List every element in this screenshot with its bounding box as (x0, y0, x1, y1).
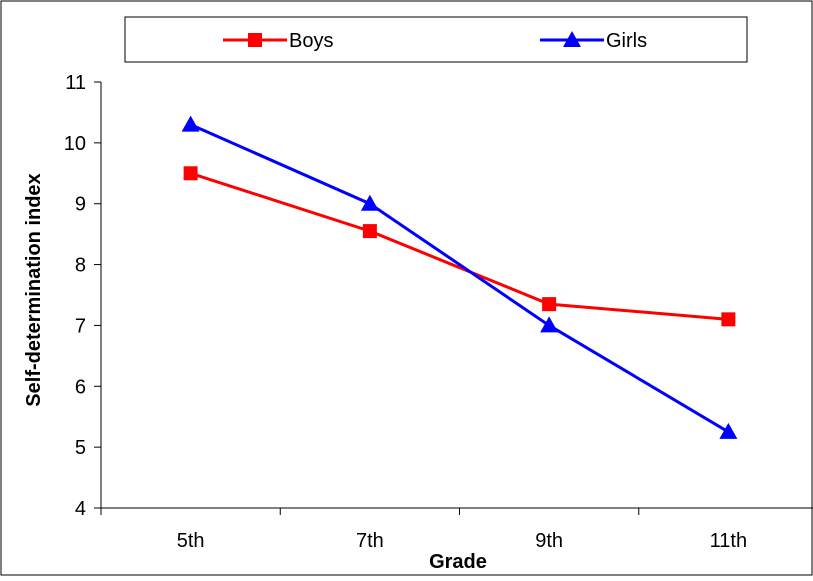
data-point-girls (360, 194, 379, 211)
y-tick-label: 4 (75, 498, 86, 520)
y-tick-label: 6 (75, 376, 86, 398)
x-axis-title: Grade (429, 551, 487, 573)
series-girls (181, 115, 738, 439)
y-tick-label: 11 (65, 72, 86, 94)
x-tick-label: 11th (710, 530, 747, 552)
series-layer (181, 115, 738, 439)
data-point-boys (362, 224, 377, 239)
x-tick-label: 7th (356, 530, 384, 552)
y-axis-title: Self-determination index (23, 173, 45, 406)
y-tick-label: 5 (75, 437, 86, 459)
axes: 4 5 6 7 8 9 10 11 5th 7th 9th 11th (64, 72, 813, 552)
legend-label-girls: Girls (606, 30, 647, 52)
y-tick-label: 10 (64, 133, 86, 155)
legend: Boys Girls (124, 16, 748, 63)
series-boys (183, 166, 736, 327)
y-tick-label: 9 (75, 194, 86, 216)
data-point-boys (183, 166, 198, 181)
data-point-boys (542, 297, 557, 312)
data-point-girls (181, 115, 200, 132)
y-tick-label: 7 (75, 315, 86, 337)
x-tick-label: 5th (177, 530, 205, 552)
series-line-boys (190, 171, 729, 321)
legend-marker-girls (563, 31, 581, 47)
data-point-girls (719, 422, 738, 439)
legend-marker-boys (248, 33, 262, 47)
data-point-girls (540, 316, 559, 333)
legend-box (124, 16, 748, 63)
y-tick-label: 8 (75, 255, 86, 277)
data-point-boys (721, 312, 736, 327)
legend-item-girls: Girls (540, 30, 647, 52)
legend-item-boys: Boys (223, 30, 333, 52)
x-tick-label: 9th (535, 530, 563, 552)
legend-label-boys: Boys (289, 30, 333, 52)
series-line-girls (190, 123, 730, 434)
